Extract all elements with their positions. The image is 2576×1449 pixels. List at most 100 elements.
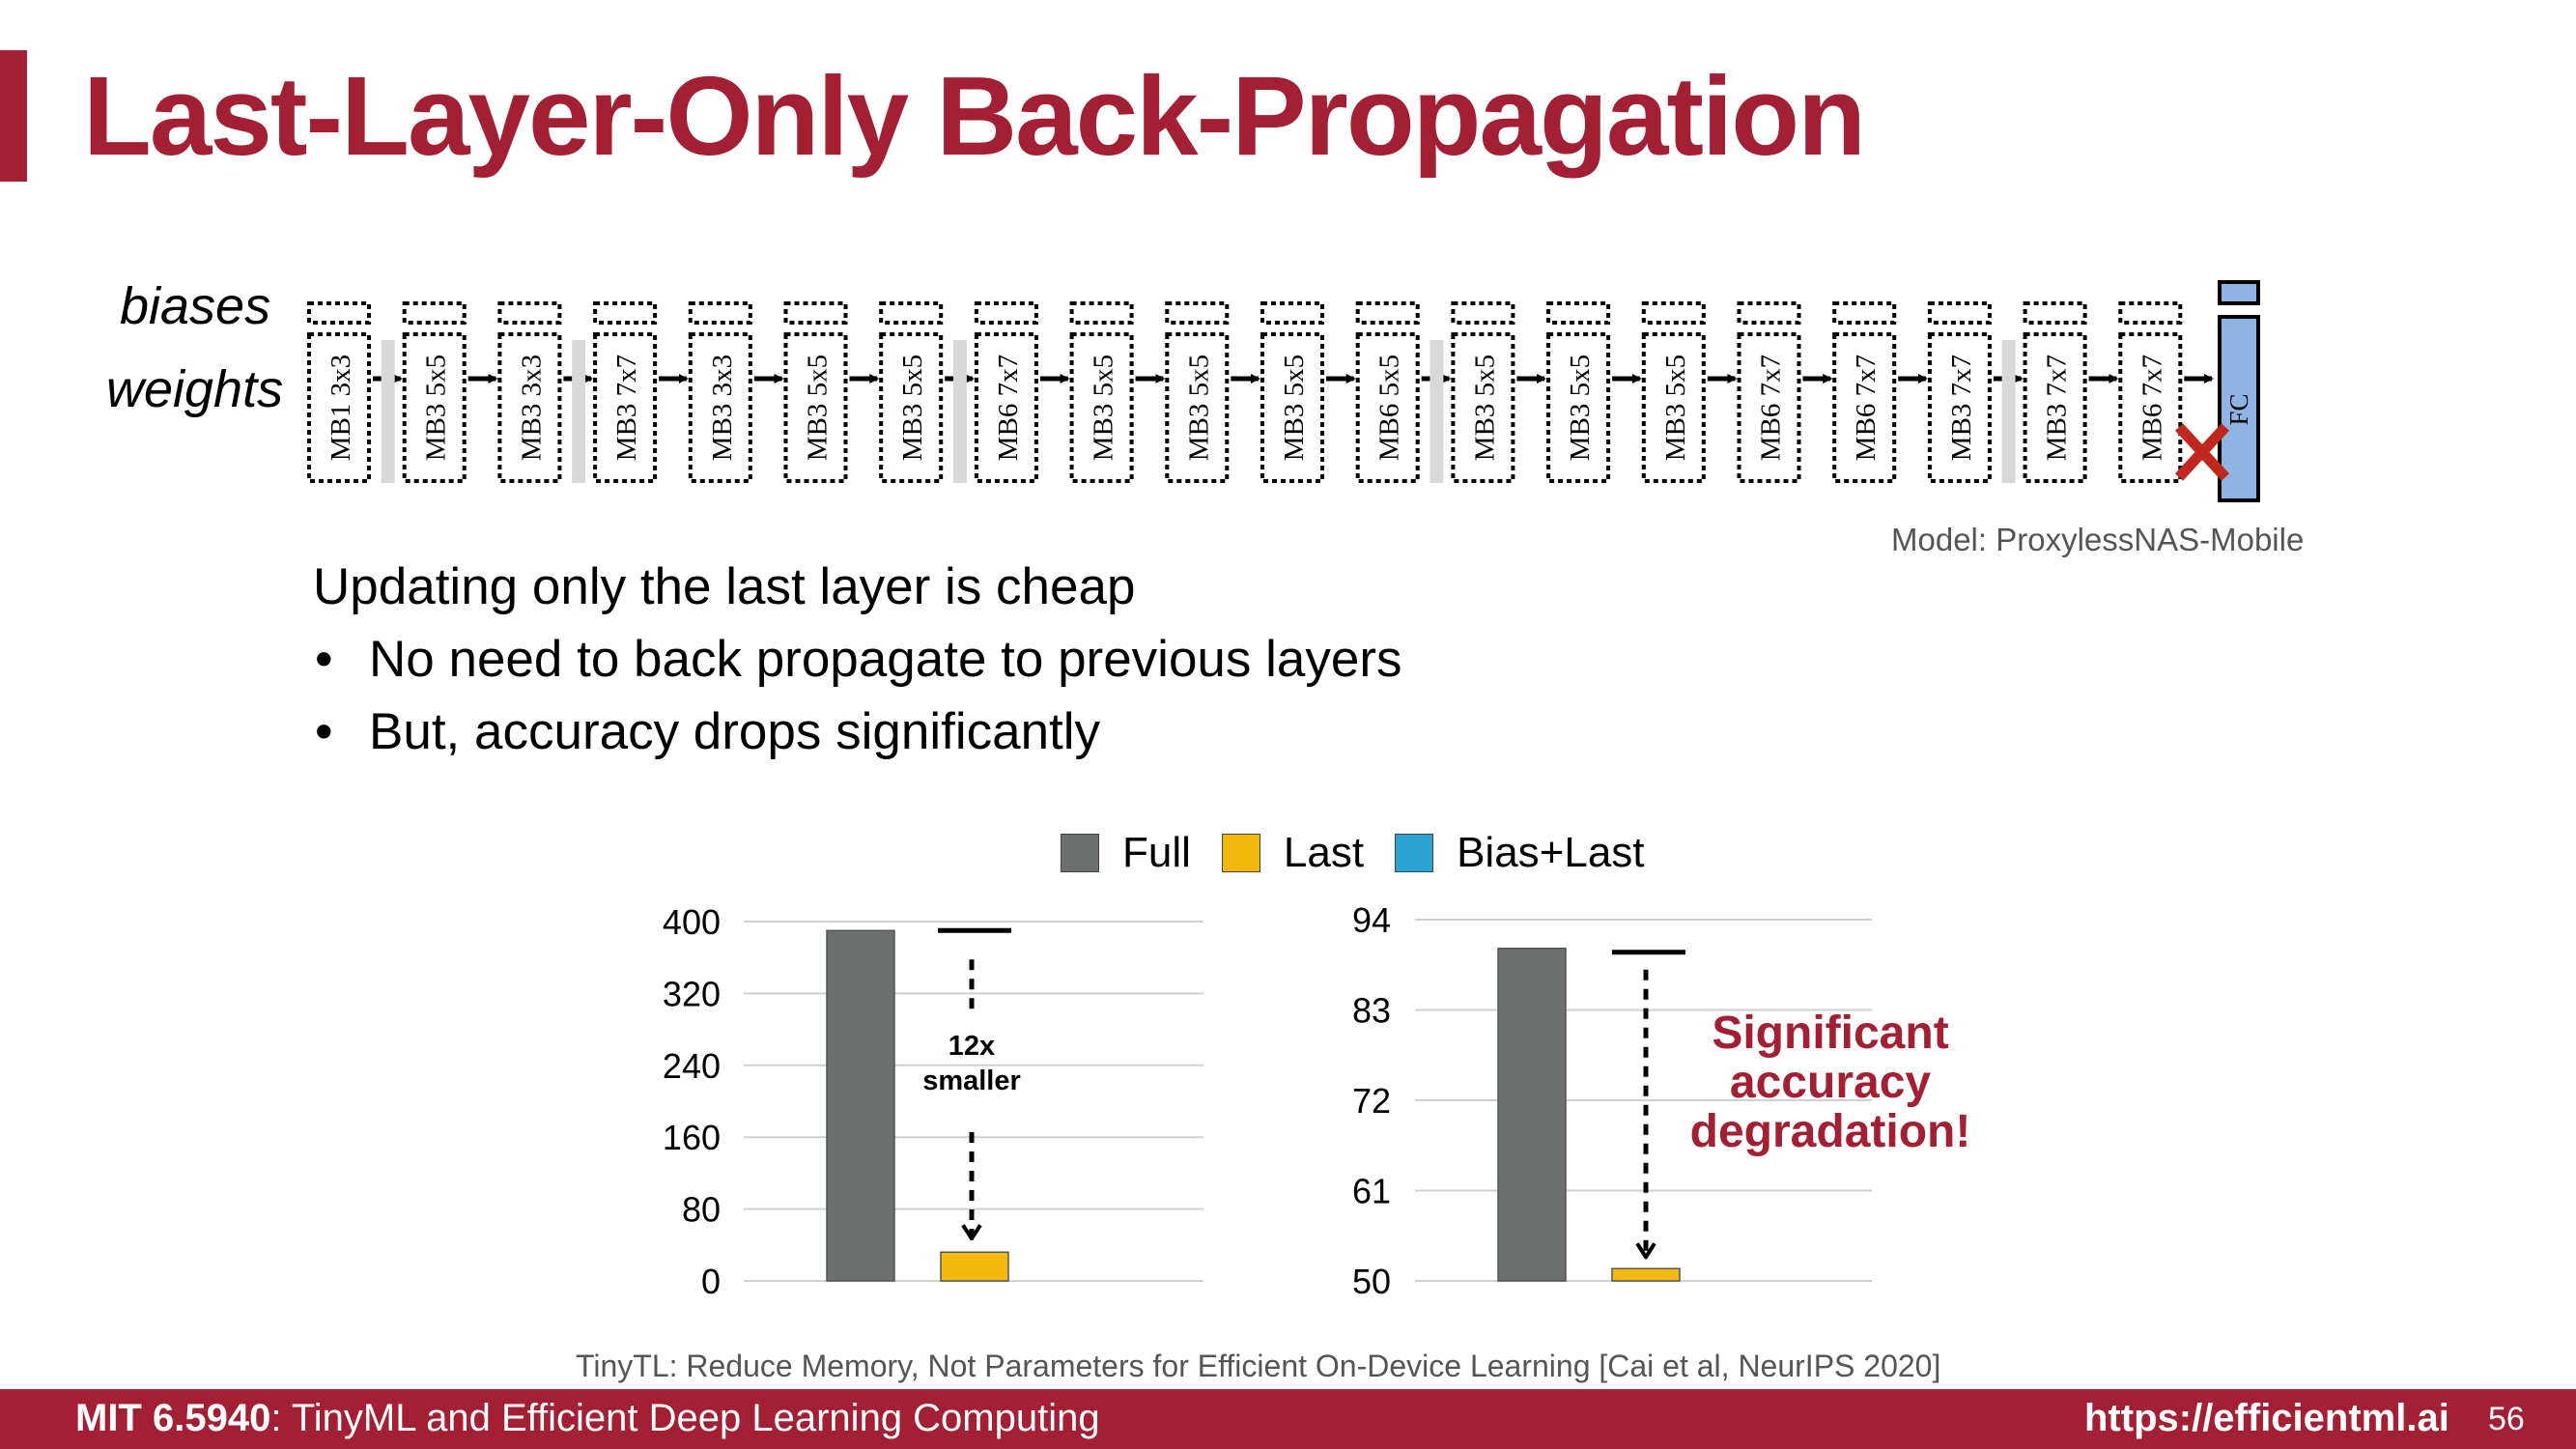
block-box bbox=[1260, 332, 1324, 483]
frozen-shade bbox=[1430, 340, 1444, 483]
bar-full bbox=[826, 929, 895, 1282]
bias-box bbox=[593, 301, 658, 325]
bias-box bbox=[879, 301, 944, 325]
title-accent-bar bbox=[0, 50, 27, 182]
bias-box bbox=[1641, 301, 1706, 325]
y-tick-label: 400 bbox=[663, 902, 721, 942]
footer-course: MIT 6.5940: TinyML and Efficient Deep Le… bbox=[75, 1397, 1100, 1440]
bias-box bbox=[1260, 301, 1324, 325]
block-label: MB6 7x7 bbox=[1851, 355, 1882, 461]
block-box bbox=[402, 332, 467, 483]
bias-box bbox=[688, 301, 752, 325]
block-box bbox=[2023, 332, 2087, 483]
bias-box bbox=[1069, 301, 1134, 325]
footer-url[interactable]: https://efficientml.ai bbox=[2084, 1397, 2449, 1439]
y-tick-label: 61 bbox=[1352, 1172, 1391, 1211]
block-box bbox=[1832, 332, 1897, 483]
footer-course-name: : TinyML and Efficient Deep Learning Com… bbox=[270, 1397, 1100, 1439]
block-label: MB3 5x5 bbox=[421, 355, 452, 461]
legend-label-full: Full bbox=[1122, 829, 1191, 876]
block-box bbox=[879, 332, 944, 483]
block-box bbox=[497, 332, 562, 483]
frozen-shade bbox=[381, 340, 395, 483]
block-label: MB3 5x5 bbox=[1469, 355, 1500, 461]
block-label: MB3 7x7 bbox=[2042, 355, 2073, 461]
biases-row-label: biases bbox=[120, 277, 271, 335]
chart-legend: Full Last Bias+Last bbox=[1061, 829, 1676, 877]
block-label: MB3 7x7 bbox=[1946, 355, 1977, 461]
model-note: Model: ProxylessNAS-Mobile bbox=[1891, 522, 2305, 557]
fc-bias-box bbox=[2218, 280, 2260, 305]
y-tick-label: 72 bbox=[1352, 1081, 1391, 1121]
bar-full bbox=[1497, 948, 1567, 1282]
bias-box bbox=[402, 301, 467, 325]
block-label: MB6 7x7 bbox=[993, 355, 1024, 461]
page-number: 56 bbox=[2488, 1401, 2525, 1437]
footer-bar: MIT 6.5940: TinyML and Efficient Deep Le… bbox=[0, 1389, 2576, 1449]
bias-box bbox=[2118, 301, 2183, 325]
block-box bbox=[688, 332, 752, 483]
y-tick-label: 83 bbox=[1352, 991, 1391, 1031]
block-label: MB3 3x3 bbox=[707, 355, 738, 461]
block-box bbox=[1355, 332, 1420, 483]
y-tick-label: 80 bbox=[682, 1190, 721, 1230]
legend-swatch-full bbox=[1061, 834, 1099, 872]
block-box bbox=[783, 332, 848, 483]
bias-box bbox=[307, 301, 371, 325]
bias-box bbox=[1737, 301, 1801, 325]
y-tick-label: 320 bbox=[663, 974, 721, 1013]
block-box bbox=[1069, 332, 1134, 483]
accuracy-annotation: Significant accuracy degradation! bbox=[1681, 1009, 1980, 1156]
block-box bbox=[2118, 332, 2183, 483]
footer-course-code: MIT 6.5940 bbox=[75, 1397, 271, 1439]
bias-box bbox=[1832, 301, 1897, 325]
block-box bbox=[593, 332, 658, 483]
y-tick-label: 94 bbox=[1352, 900, 1391, 940]
annotation-line: Significant bbox=[1712, 1008, 1949, 1059]
block-label: MB3 5x5 bbox=[1183, 355, 1214, 461]
legend-label-last: Last bbox=[1283, 829, 1365, 876]
block-box bbox=[1927, 332, 1992, 483]
bar-last bbox=[940, 1251, 1009, 1282]
fc-label: FC bbox=[2224, 393, 2253, 425]
block-label: MB3 5x5 bbox=[897, 355, 928, 461]
block-box bbox=[1641, 332, 1706, 483]
bias-box bbox=[1451, 301, 1515, 325]
bullet-list: Updating only the last layer is cheap No… bbox=[313, 551, 1402, 768]
y-tick-label: 50 bbox=[1352, 1262, 1391, 1301]
bar-last bbox=[1611, 1267, 1681, 1282]
legend-label-bias-last: Bias+Last bbox=[1457, 829, 1645, 876]
bias-box bbox=[2023, 301, 2087, 325]
block-label: MB6 7x7 bbox=[2137, 355, 2167, 461]
frozen-shade bbox=[952, 340, 967, 483]
y-tick-label: 0 bbox=[701, 1262, 721, 1301]
annotation-smaller: smaller bbox=[922, 1065, 1021, 1096]
block-box bbox=[1737, 332, 1801, 483]
block-box bbox=[1451, 332, 1515, 483]
bias-box bbox=[497, 301, 562, 325]
slide-title: Last-Layer-Only Back-Propagation bbox=[83, 53, 1866, 179]
frozen-shade bbox=[2001, 340, 2016, 483]
weights-row-label: weights bbox=[106, 360, 284, 418]
block-label: MB3 3x3 bbox=[516, 355, 547, 461]
annotation-12x: 12x bbox=[948, 1031, 995, 1062]
block-box bbox=[307, 332, 371, 483]
bias-box bbox=[974, 301, 1038, 325]
bullet-item: But, accuracy drops significantly bbox=[313, 696, 1402, 768]
annotation-line: degradation! bbox=[1689, 1106, 1971, 1157]
bias-box bbox=[1546, 301, 1611, 325]
legend-swatch-last bbox=[1221, 834, 1260, 872]
citation: TinyTL: Reduce Memory, Not Parameters fo… bbox=[576, 1349, 1941, 1383]
block-box bbox=[1165, 332, 1230, 483]
bias-box bbox=[783, 301, 848, 325]
frozen-shade bbox=[572, 340, 586, 483]
bias-box bbox=[1165, 301, 1230, 325]
block-label: MB3 7x7 bbox=[611, 355, 642, 461]
legend-swatch-bias-last bbox=[1395, 834, 1434, 872]
bullet-item: No need to back propagate to previous la… bbox=[313, 623, 1402, 696]
fc-layer-box bbox=[2218, 315, 2260, 502]
y-tick-label: 240 bbox=[663, 1046, 721, 1086]
cross-icon bbox=[2174, 423, 2230, 481]
annotation-line: accuracy bbox=[1729, 1057, 1932, 1108]
